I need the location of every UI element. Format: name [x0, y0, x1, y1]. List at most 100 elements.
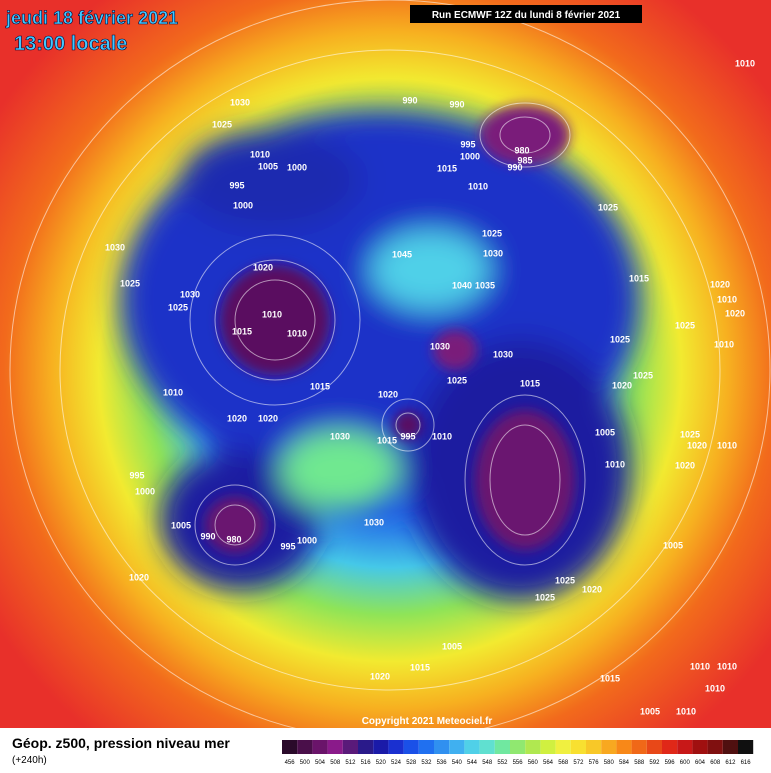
isobar-label: 1000	[233, 200, 253, 210]
isobar-label: 1030	[180, 289, 200, 299]
color-label: 552	[497, 760, 508, 766]
legend-title: Géop. z500, pression niveau mer	[12, 735, 230, 751]
color-swatch	[540, 740, 556, 754]
isobar-label: 1015	[600, 673, 620, 683]
color-swatch	[434, 740, 450, 754]
isobar-label: 1035	[475, 280, 495, 290]
isobar-label: 1025	[555, 575, 575, 585]
color-swatch	[282, 740, 298, 754]
color-label: 584	[619, 760, 630, 766]
color-label: 580	[604, 760, 615, 766]
isobar-label: 995	[400, 431, 415, 441]
color-label: 456	[285, 760, 296, 766]
isobar-label: 1020	[710, 279, 730, 289]
color-label: 556	[513, 760, 524, 766]
isobar-label: 1010	[287, 328, 307, 338]
isobar-label: 1025	[535, 592, 555, 602]
isobar-label: 995	[229, 180, 244, 190]
isobar-label: 1010	[605, 459, 625, 469]
color-label: 512	[345, 760, 356, 766]
isobar-label: 1025	[168, 302, 188, 312]
color-label: 532	[421, 760, 432, 766]
isobar-label: 1030	[230, 97, 250, 107]
isobar-label: 1005	[258, 161, 278, 171]
isobar-label: 1000	[287, 162, 307, 172]
color-label: 612	[725, 760, 736, 766]
isobar-label: 1025	[212, 119, 232, 129]
color-label: 596	[665, 760, 676, 766]
isobar-label: 1010	[468, 181, 488, 191]
color-label: 524	[391, 760, 402, 766]
isobar-label: 1010	[717, 294, 737, 304]
isobar-label: 990	[449, 99, 464, 109]
isobar-label: 1020	[675, 460, 695, 470]
isobar-label: 1030	[430, 341, 450, 351]
color-label: 592	[649, 760, 660, 766]
color-label: 564	[543, 760, 554, 766]
color-label: 520	[376, 760, 387, 766]
isobar-label: 1010	[735, 58, 755, 68]
isobar-label: 1010	[163, 387, 183, 397]
isobar-label: 1045	[392, 249, 412, 259]
isobar-label: 1030	[330, 431, 350, 441]
color-swatch	[418, 740, 434, 754]
isobar-label: 1030	[493, 349, 513, 359]
color-swatch	[464, 740, 480, 754]
isobar-label: 1010	[432, 431, 452, 441]
isobar-label: 1025	[482, 228, 502, 238]
isobar-label: 990	[402, 95, 417, 105]
color-swatch	[662, 740, 678, 754]
color-label: 548	[482, 760, 493, 766]
isobar-label: 1020	[227, 413, 247, 423]
color-swatch	[616, 740, 632, 754]
isobar-label: 1015	[232, 326, 252, 336]
isobar-label: 1015	[629, 273, 649, 283]
color-swatch	[738, 740, 754, 754]
color-swatch	[586, 740, 602, 754]
map-date: jeudi 18 février 2021	[5, 8, 178, 28]
isobar-label: 1000	[297, 535, 317, 545]
isobar-label: 1000	[135, 486, 155, 496]
color-swatch	[373, 740, 389, 754]
isobar-label: 1010	[676, 706, 696, 716]
color-label: 604	[695, 760, 706, 766]
isobar-label: 1025	[675, 320, 695, 330]
isobar-label: 1025	[598, 202, 618, 212]
isobar-label: 1010	[717, 440, 737, 450]
color-swatch	[570, 740, 586, 754]
color-label: 600	[680, 760, 691, 766]
isobar-label: 1015	[437, 163, 457, 173]
isobar-label: 1020	[129, 572, 149, 582]
isobar-label: 1025	[680, 429, 700, 439]
color-swatch	[494, 740, 510, 754]
color-swatch	[722, 740, 738, 754]
color-swatch	[692, 740, 708, 754]
color-label: 608	[710, 760, 721, 766]
isobar-label: 1005	[640, 706, 660, 716]
color-swatch	[449, 740, 465, 754]
isobar-label: 1010	[717, 661, 737, 671]
color-swatch	[525, 740, 541, 754]
isobar-label: 1015	[410, 662, 430, 672]
isobar-label: 1015	[520, 378, 540, 388]
isobar-label: 980	[514, 145, 529, 155]
color-swatch	[510, 740, 526, 754]
color-swatch	[388, 740, 404, 754]
color-label: 500	[300, 760, 311, 766]
color-label: 568	[558, 760, 569, 766]
map-time: 13:00 locale	[14, 33, 127, 55]
isobar-label: 1025	[447, 375, 467, 385]
isobar-label: 1020	[687, 440, 707, 450]
color-swatch	[601, 740, 617, 754]
color-swatch	[631, 740, 647, 754]
isobar-label: 1025	[120, 278, 140, 288]
isobar-label: 1005	[171, 520, 191, 530]
isobar-label: 1020	[253, 262, 273, 272]
isobar-label: 1005	[663, 540, 683, 550]
isobar-label: 1030	[483, 248, 503, 258]
run-box	[410, 5, 642, 23]
isobar-label: 1000	[460, 151, 480, 161]
isobar-label: 995	[460, 139, 475, 149]
isobar-label: 990	[200, 531, 215, 541]
